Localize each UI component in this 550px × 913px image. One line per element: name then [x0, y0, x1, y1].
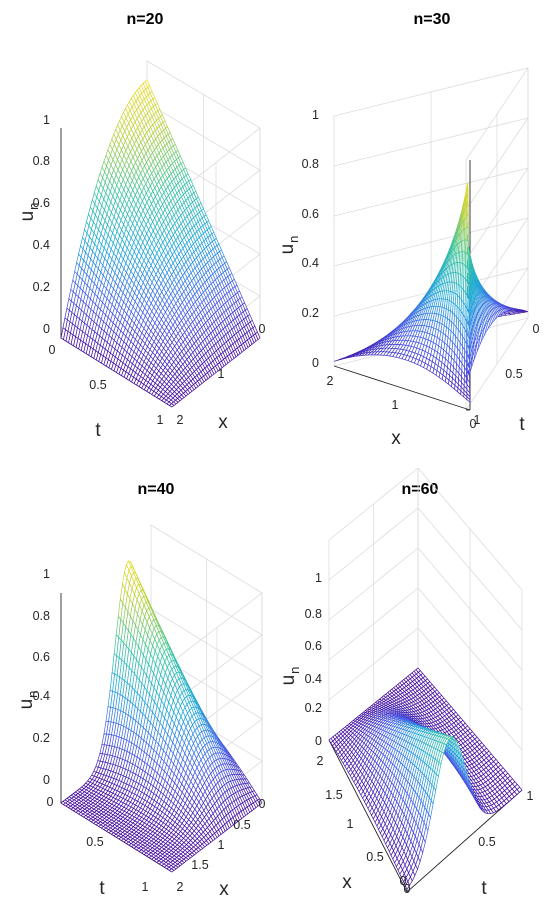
t-axis-label: t — [519, 414, 525, 435]
x-axis-label: x — [391, 428, 401, 449]
z-tick-label: 0.8 — [302, 157, 319, 171]
x-tick-label: 1 — [218, 367, 225, 381]
t-tick-label: 0.5 — [89, 378, 106, 392]
x-tick-label: 2 — [327, 374, 334, 388]
z-tick-label: 0 — [43, 322, 50, 336]
x-axis-label: x — [218, 412, 228, 433]
grid-line — [146, 60, 261, 129]
x-tick-label: 1 — [392, 398, 399, 412]
z-axis-label: un — [277, 236, 301, 255]
z-tick-label: 0.6 — [302, 207, 319, 221]
plot-title: n=30 — [414, 11, 451, 28]
z-axis-label: un — [17, 203, 41, 222]
grid-line — [146, 102, 261, 171]
t-tick-label: 0.5 — [505, 367, 522, 381]
t-tick-label: 1 — [157, 413, 164, 427]
t-tick-label: 1 — [474, 413, 481, 427]
z-tick-label: 0 — [312, 356, 319, 370]
plot-title: n=40 — [138, 481, 175, 498]
z-tick-label: 1 — [43, 113, 50, 127]
z-tick-label: 1 — [312, 108, 319, 122]
z-tick-label: 0.8 — [33, 154, 50, 168]
z-tick-label: 0.2 — [33, 280, 50, 294]
t-tick-label: 0 — [533, 322, 540, 336]
t-tick-label: 0 — [49, 343, 56, 357]
t-axis-label: t — [95, 420, 101, 441]
z-tick-label: 0.4 — [33, 238, 50, 252]
x-tick-label: 0 — [259, 322, 266, 336]
x-tick-label: 2 — [177, 413, 184, 427]
z-tick-label: 0.4 — [302, 256, 319, 270]
z-tick-label: 0.2 — [302, 306, 319, 320]
plot-title: n=20 — [127, 11, 164, 28]
